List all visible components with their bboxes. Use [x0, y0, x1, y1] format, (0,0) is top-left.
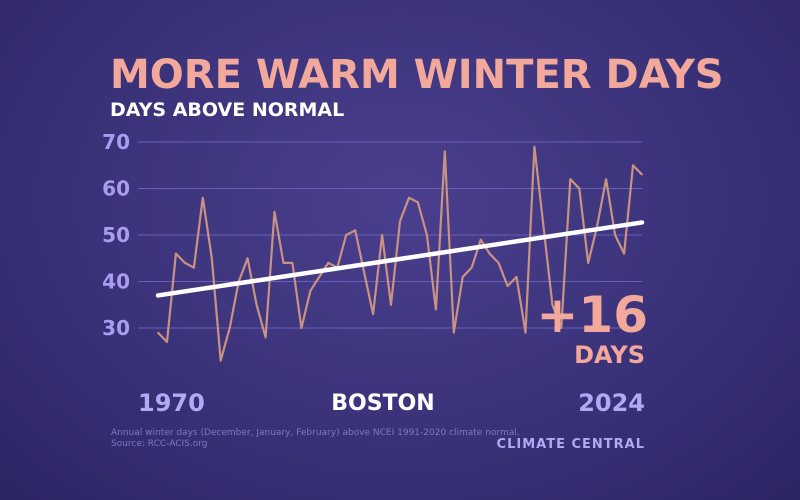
data-point	[551, 304, 554, 306]
data-point	[300, 327, 303, 329]
data-point	[524, 331, 527, 334]
data-point	[273, 211, 276, 213]
y-tick-label: 60	[102, 177, 130, 201]
brand-text: CLIMATE CENTRAL	[497, 437, 645, 452]
data-point	[166, 341, 168, 343]
data-point	[408, 197, 410, 199]
footnote-line1: Annual winter days (December, January, F…	[111, 428, 520, 438]
data-point	[587, 262, 589, 264]
data-point	[282, 262, 285, 264]
data-point	[605, 178, 607, 180]
data-point	[506, 285, 509, 287]
data-point	[211, 257, 213, 260]
y-tick-labels: 70 60 50 40 30	[102, 130, 130, 340]
callout-unit: DAYS	[574, 341, 645, 369]
data-point	[632, 164, 634, 167]
data-point	[435, 308, 437, 311]
data-point	[309, 290, 312, 292]
y-tick-label: 70	[102, 130, 130, 154]
x-end-label: 2024	[578, 389, 645, 417]
data-point	[578, 187, 581, 190]
data-point	[264, 336, 267, 339]
data-point	[184, 262, 186, 264]
data-point	[623, 252, 625, 255]
data-point	[193, 266, 195, 269]
data-point	[255, 304, 258, 306]
location-label: BOSTON	[331, 391, 434, 416]
data-point	[157, 331, 159, 334]
data-point	[533, 145, 536, 148]
trend-line	[155, 220, 645, 298]
data-point	[542, 224, 545, 227]
data-point	[515, 276, 518, 278]
footnote-source: Source: RCC-ACIS.org	[111, 439, 208, 449]
data-point	[354, 229, 357, 232]
data-point	[175, 252, 177, 255]
data-point	[596, 224, 598, 227]
data-point	[399, 220, 401, 222]
data-point	[560, 327, 563, 329]
data-point	[470, 266, 473, 269]
data-point	[363, 271, 365, 274]
data-point	[318, 276, 321, 278]
data-point	[488, 252, 491, 255]
x-start-label: 1970	[138, 389, 205, 417]
y-tick-label: 40	[102, 270, 130, 294]
data-point	[345, 234, 348, 236]
data-point	[426, 234, 428, 236]
data-point	[228, 327, 231, 329]
data-point	[569, 178, 572, 180]
data-point	[444, 150, 446, 153]
data-point	[479, 238, 482, 241]
data-point	[202, 197, 204, 199]
data-point	[614, 234, 616, 236]
data-point	[453, 331, 455, 334]
data-point	[417, 201, 419, 204]
data-point	[327, 262, 330, 264]
data-point	[381, 234, 383, 236]
climate-central-logo: CLIMATE CENTRAL	[497, 437, 645, 452]
data-point	[390, 304, 392, 306]
callout-value: +16	[537, 286, 648, 344]
data-point	[291, 262, 294, 264]
y-tick-label: 30	[102, 316, 130, 340]
gridlines	[138, 141, 642, 329]
chart-subtitle: DAYS ABOVE NORMAL	[110, 99, 344, 121]
chart-title: MORE WARM WINTER DAYS	[110, 52, 724, 98]
y-tick-label: 50	[102, 223, 130, 247]
trend-layer	[155, 220, 645, 298]
data-point	[497, 262, 500, 264]
data-point	[246, 257, 249, 260]
data-point	[372, 313, 374, 315]
data-point	[461, 276, 464, 278]
data-point	[219, 359, 222, 362]
data-point	[641, 173, 643, 176]
